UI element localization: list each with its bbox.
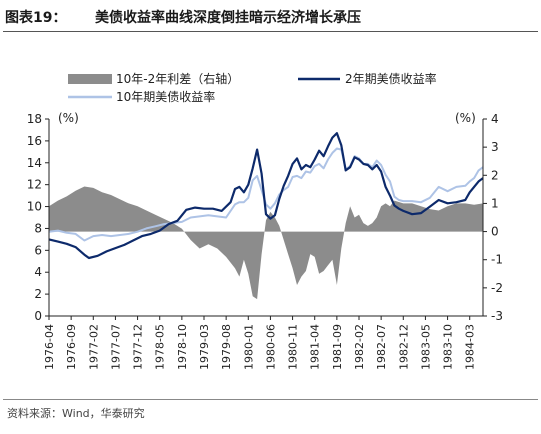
right-axis-tick-label: 4 xyxy=(491,112,499,126)
figure-title: 美债收益率曲线深度倒挂暗示经济增长承压 xyxy=(95,10,361,26)
left-axis-tick-label: 6 xyxy=(34,243,42,257)
x-axis-tick-label: 1984-03 xyxy=(464,324,477,370)
left-axis-tick-label: 2 xyxy=(34,287,42,301)
source-note: 资料来源：Wind，华泰研究 xyxy=(7,407,145,420)
yield-10y-line xyxy=(48,147,484,242)
x-axis-tick-label: 1982-07 xyxy=(375,324,388,370)
figure-header: 图表19： 美债收益率曲线深度倒挂暗示经济增长承压 xyxy=(0,0,541,34)
x-axis-tick-label: 1981-04 xyxy=(309,324,322,370)
yield-curve-chart: 10年-2年利差（右轴） 2年期美债收益率 10年期美债收益率 (%) (%) … xyxy=(27,71,503,370)
left-axis-tick-label: 8 xyxy=(34,221,42,235)
x-axis-tick-label: 1983-05 xyxy=(419,324,432,370)
right-axis-tick-label: -3 xyxy=(491,309,503,323)
right-axis-tick-label: 3 xyxy=(491,140,499,154)
x-axis-tick-label: 1982-02 xyxy=(353,324,366,370)
x-axis-tick-label: 1977-07 xyxy=(109,324,122,370)
legend-label-2y: 2年期美债收益率 xyxy=(345,71,437,86)
x-axis-tick-label: 1979-08 xyxy=(220,324,233,370)
x-axis-tick-label: 1978-10 xyxy=(176,324,189,370)
x-axis-tick-label: 1979-03 xyxy=(198,324,211,370)
left-axis-tick-label: 12 xyxy=(27,178,42,192)
yield-lines-layer xyxy=(48,132,484,260)
left-axis-tick-label: 10 xyxy=(27,200,42,214)
spread-area xyxy=(49,186,483,300)
right-axis-tick-label: 0 xyxy=(491,225,499,239)
x-axis-tick-label: 1983-10 xyxy=(442,324,455,370)
x-axis-tick-label: 1982-12 xyxy=(397,324,410,370)
x-axis-tick-label: 1978-05 xyxy=(154,324,167,370)
spread-area-layer xyxy=(49,186,483,300)
x-axis-tick-label: 1976-04 xyxy=(43,324,56,370)
yield-2y-line xyxy=(48,132,484,260)
x-axis-tick-label: 1980-01 xyxy=(242,324,255,370)
left-axis-tick-label: 4 xyxy=(34,265,42,279)
legend: 10年-2年利差（右轴） 2年期美债收益率 10年期美债收益率 xyxy=(68,71,437,104)
right-axis-unit: (%) xyxy=(455,111,476,125)
right-axis-tick-label: 2 xyxy=(491,168,499,182)
x-axis-tick-label: 1977-12 xyxy=(132,324,145,370)
x-axis-tick-label: 1981-09 xyxy=(331,324,344,370)
legend-label-10y: 10年期美债收益率 xyxy=(116,89,215,104)
figure-label: 图表19： xyxy=(5,10,67,26)
left-axis-tick-label: 16 xyxy=(27,134,42,148)
left-axis-tick-label: 0 xyxy=(34,309,42,323)
right-axis-tick-label: -1 xyxy=(491,253,503,267)
x-axis-tick-label: 1976-09 xyxy=(65,324,78,370)
x-axis-tick-label: 1980-06 xyxy=(264,324,277,370)
left-axis-unit: (%) xyxy=(58,111,79,125)
x-axis-tick-label: 1977-02 xyxy=(87,324,100,370)
x-axis-tick-label: 1980-11 xyxy=(287,324,300,370)
header-divider xyxy=(3,31,538,32)
left-axis-tick-label: 14 xyxy=(27,156,42,170)
legend-label-spread: 10年-2年利差（右轴） xyxy=(116,71,239,86)
legend-swatch-spread xyxy=(68,74,112,84)
right-axis-tick-label: -2 xyxy=(491,281,503,295)
right-axis-tick-label: 1 xyxy=(491,196,499,210)
left-axis-tick-label: 18 xyxy=(27,112,42,126)
footer-divider xyxy=(3,399,538,400)
